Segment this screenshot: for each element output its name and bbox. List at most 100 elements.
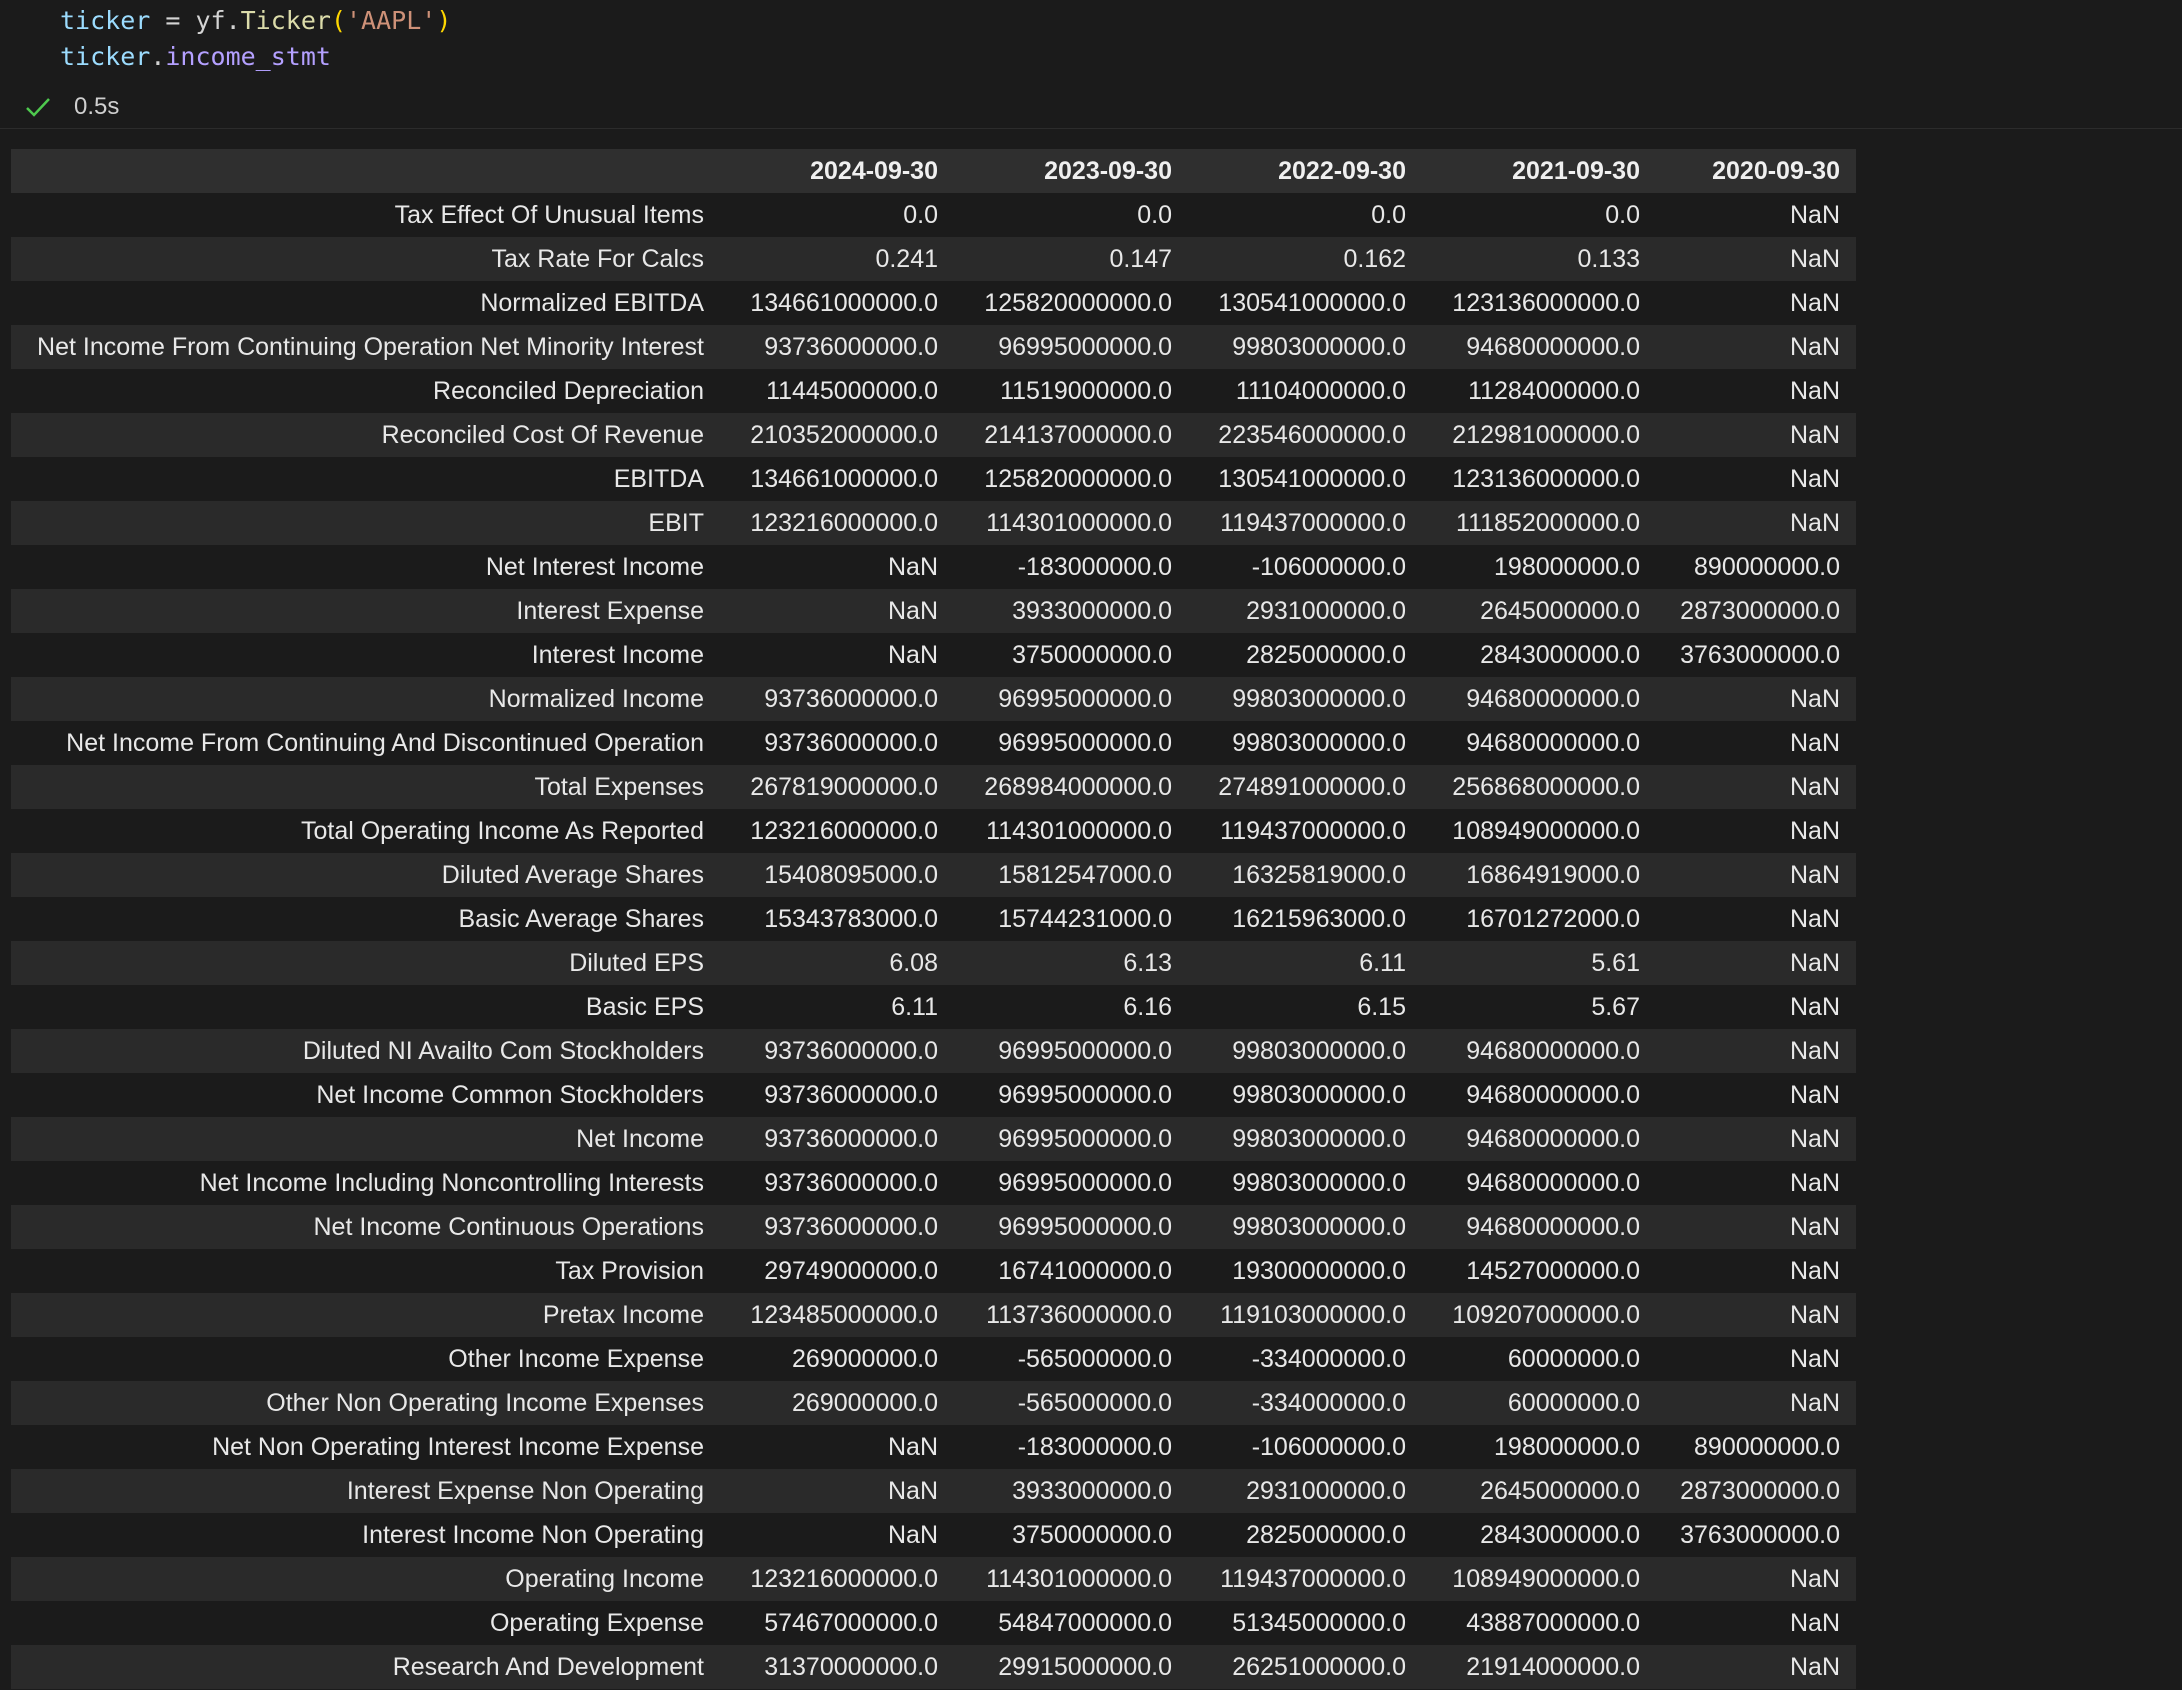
table-row: Reconciled Depreciation 11445000000.0 1151…	[11, 369, 1856, 413]
cell: NaN	[887, 1432, 938, 1461]
cell: NaN	[1789, 420, 1840, 449]
row-label: Normalized Income	[488, 684, 704, 713]
cell: 2825000000.0	[1246, 1520, 1406, 1549]
code-token: )	[436, 6, 452, 35]
row-label: Net Income Common Stockholders	[316, 1080, 704, 1109]
table-row: Research And Development 31370000000.0 299…	[11, 1645, 1856, 1689]
cell: 198000000.0	[1494, 552, 1640, 581]
cell: 256868000000.0	[1452, 772, 1640, 801]
cell: NaN	[1789, 1388, 1840, 1417]
cell: 93736000000.0	[764, 684, 938, 713]
check-icon	[26, 98, 50, 117]
cell: 3750000000.0	[1012, 640, 1172, 669]
cell: 125820000000.0	[984, 288, 1172, 317]
row-label: Normalized EBITDA	[480, 288, 704, 317]
row-label: Operating Expense	[489, 1608, 704, 1637]
cell: 16864919000.0	[1466, 860, 1640, 889]
cell: 96995000000.0	[998, 1124, 1172, 1153]
cell: 94680000000.0	[1466, 1080, 1640, 1109]
table-row: Basic EPS 6.11 6.16 6.15 5.67 NaN	[11, 985, 1856, 1029]
cell: NaN	[1789, 508, 1840, 537]
cell: 94680000000.0	[1466, 1212, 1640, 1241]
cell: -565000000.0	[1017, 1344, 1172, 1373]
row-label: Pretax Income	[542, 1300, 704, 1329]
cell: 60000000.0	[1507, 1388, 1640, 1417]
table-row: Net Income Common Stockholders 9373600000…	[11, 1073, 1856, 1117]
table-row: Tax Provision 29749000000.0 16741000000.0 1…	[11, 1249, 1856, 1293]
cell: NaN	[1789, 1124, 1840, 1153]
cell: -183000000.0	[1017, 552, 1172, 581]
cell: 29749000000.0	[764, 1256, 938, 1285]
cell: 15408095000.0	[764, 860, 938, 889]
cell: NaN	[1789, 1608, 1840, 1637]
cell: 21914000000.0	[1466, 1652, 1640, 1681]
code-token: = yf.	[150, 6, 241, 35]
table-row: Interest Expense NaN 3933000000.0 293100000…	[11, 589, 1856, 633]
cell: NaN	[1789, 288, 1840, 317]
code-line: ticker = yf.Ticker('AAPL')	[60, 6, 451, 35]
cell: 26251000000.0	[1232, 1652, 1406, 1681]
cell: NaN	[1789, 860, 1840, 889]
cell: 94680000000.0	[1466, 1168, 1640, 1197]
code-token: 'AAPL'	[346, 6, 437, 35]
cell: 96995000000.0	[998, 1080, 1172, 1109]
cell: NaN	[1789, 1564, 1840, 1593]
cell: 96995000000.0	[998, 1036, 1172, 1065]
table-row: Diluted Average Shares 15408095000.0 15812…	[11, 853, 1856, 897]
code-token: (	[330, 6, 346, 35]
cell: 269000000.0	[792, 1388, 938, 1417]
row-label: Diluted EPS	[569, 948, 704, 977]
cell: 210352000000.0	[750, 420, 938, 449]
header-row: 2024-09-30 2023-09-30 2022-09-30 2021-09-30…	[11, 149, 1856, 193]
table-row: Pretax Income 123485000000.0 113736000000.…	[11, 1293, 1856, 1337]
cell: 125820000000.0	[984, 464, 1172, 493]
cell: 198000000.0	[1494, 1432, 1640, 1461]
cell: 123136000000.0	[1452, 288, 1640, 317]
cell: 3763000000.0	[1680, 640, 1840, 669]
cell: -565000000.0	[1017, 1388, 1172, 1417]
cell: 96995000000.0	[998, 1212, 1172, 1241]
cell: 19300000000.0	[1232, 1256, 1406, 1285]
cell: 2843000000.0	[1480, 1520, 1640, 1549]
row-label: Total Operating Income As Reported	[300, 816, 704, 845]
code-line: ticker.income_stmt	[60, 42, 331, 71]
table-row: Tax Effect Of Unusual Items 0.0 0.0 0.0 0.0 N…	[11, 193, 1856, 237]
cell: NaN	[1789, 816, 1840, 845]
table-row: Other Income Expense 269000000.0 -56500000…	[11, 1337, 1856, 1381]
cell: 11284000000.0	[1468, 376, 1640, 405]
cell: 6.11	[891, 992, 938, 1021]
cell: -183000000.0	[1017, 1432, 1172, 1461]
cell: 0.147	[1109, 244, 1172, 273]
cell: 223546000000.0	[1218, 420, 1406, 449]
row-label: Other Non Operating Income Expenses	[266, 1388, 704, 1417]
cell: 11104000000.0	[1235, 376, 1406, 405]
cell: 11519000000.0	[1000, 376, 1172, 405]
cell: 0.133	[1577, 244, 1640, 273]
cell: 108949000000.0	[1452, 816, 1640, 845]
cell: 0.0	[1371, 200, 1406, 229]
cell: 99803000000.0	[1232, 1212, 1406, 1241]
cell: 57467000000.0	[764, 1608, 938, 1637]
table-row: Net Income 93736000000.0 96995000000.0 9980…	[11, 1117, 1856, 1161]
cell: 99803000000.0	[1232, 1036, 1406, 1065]
table-row: Net Non Operating Interest Income Expens…	[11, 1425, 1856, 1469]
cell: NaN	[1789, 1344, 1840, 1373]
cell: NaN	[1789, 728, 1840, 757]
cell: 99803000000.0	[1232, 332, 1406, 361]
code-token: ticker	[60, 6, 151, 35]
column-header: 2021-09-30	[1512, 156, 1640, 185]
index-header	[11, 149, 720, 193]
row-label: Operating Income	[505, 1564, 704, 1593]
cell: 96995000000.0	[998, 728, 1172, 757]
table-row: Diluted NI Availto Com Stockholders 93736…	[11, 1029, 1856, 1073]
cell: 96995000000.0	[998, 684, 1172, 713]
cell: 96995000000.0	[998, 332, 1172, 361]
cell: 0.0	[1137, 200, 1172, 229]
cell: NaN	[887, 596, 938, 625]
cell: 96995000000.0	[998, 1168, 1172, 1197]
cell: 0.162	[1343, 244, 1406, 273]
cell: NaN	[1789, 244, 1840, 273]
cell: 114301000000.0	[986, 816, 1172, 845]
cell: 2873000000.0	[1680, 1476, 1840, 1505]
